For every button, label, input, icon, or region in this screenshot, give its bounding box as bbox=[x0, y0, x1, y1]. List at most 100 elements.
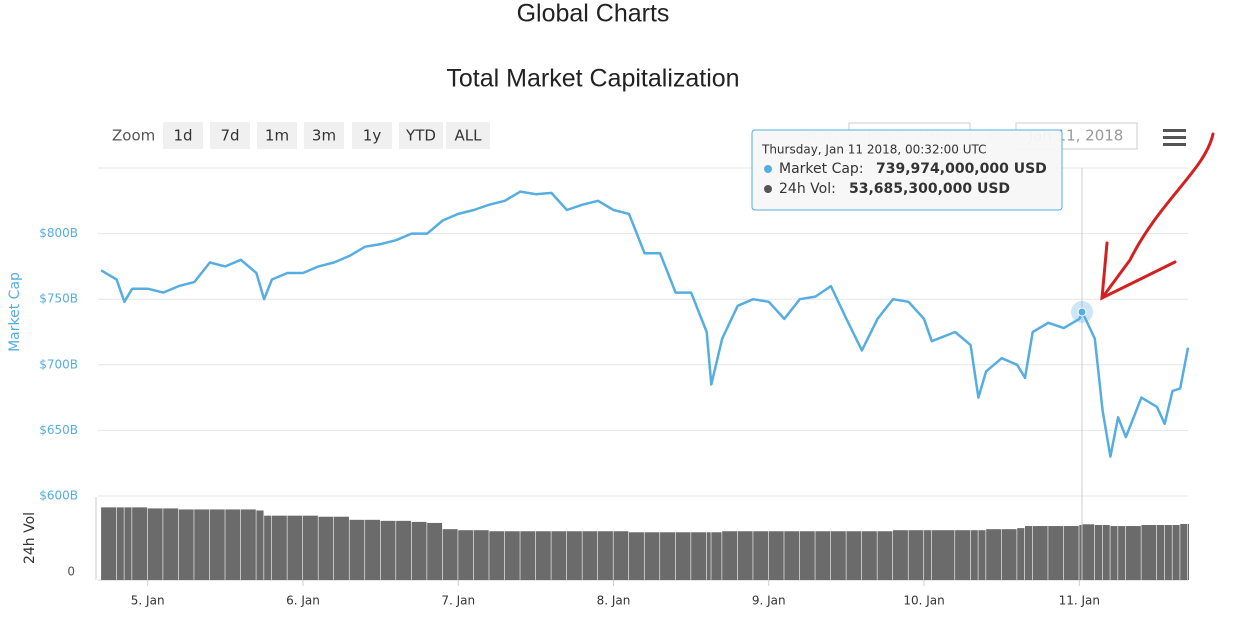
volume-bar bbox=[411, 521, 427, 580]
y-tick-label: $600B bbox=[39, 489, 78, 503]
volume-bar bbox=[101, 507, 117, 580]
volume-bar bbox=[737, 531, 753, 580]
tooltip-dot bbox=[764, 185, 772, 193]
zoom-button[interactable]: 1m bbox=[257, 122, 297, 149]
tooltip-title: Thursday, Jan 11 2018, 00:32:00 UTC bbox=[761, 143, 987, 157]
volume-bar bbox=[124, 507, 132, 580]
volume-bar bbox=[240, 509, 256, 580]
chart-title: Total Market Capitalization bbox=[446, 65, 739, 93]
volume-bar bbox=[722, 531, 738, 580]
volume-bar bbox=[520, 531, 536, 580]
plot: $600B $650B $700B $750B $800B 0 Market Cap 24h … bbox=[7, 167, 1190, 608]
volume-bar bbox=[535, 531, 551, 580]
volume-bar bbox=[256, 510, 264, 580]
volume-bar bbox=[1118, 526, 1126, 580]
x-tick-label: 9. Jan bbox=[752, 594, 786, 608]
volume-bar bbox=[1082, 524, 1095, 580]
zoom-label: Zoom bbox=[112, 127, 155, 145]
volume-bar bbox=[271, 515, 287, 580]
volume-bar bbox=[566, 531, 582, 580]
volume-bar bbox=[815, 531, 831, 580]
volume-bar bbox=[613, 531, 629, 580]
x-tick-label: 6. Jan bbox=[286, 594, 320, 608]
volume-bar bbox=[924, 530, 932, 580]
button-label: 1d bbox=[173, 127, 192, 145]
volume-bar bbox=[830, 531, 846, 580]
y-tick-label: $800B bbox=[39, 226, 78, 240]
volume-bar bbox=[427, 522, 443, 580]
volume-bar bbox=[1079, 525, 1082, 580]
volume-bar bbox=[163, 508, 179, 580]
volume-bar bbox=[334, 516, 349, 580]
button-bg bbox=[304, 122, 344, 149]
volume-bar bbox=[1180, 523, 1188, 580]
y-tick-label: $750B bbox=[39, 292, 78, 306]
volume-bar bbox=[597, 531, 613, 580]
button-bg bbox=[257, 122, 297, 149]
volume-bar bbox=[861, 531, 877, 580]
x-tick-label: 11. Jan bbox=[1059, 594, 1100, 608]
menu-button[interactable] bbox=[1163, 129, 1186, 146]
x-tick-label: 10. Jan bbox=[903, 594, 944, 608]
volume-bar bbox=[349, 519, 365, 580]
y2-axis-title: 24h Vol bbox=[22, 512, 38, 564]
volume-bar bbox=[892, 530, 908, 580]
volume-bar bbox=[799, 531, 815, 580]
x-tick-label: 5. Jan bbox=[131, 594, 165, 608]
tooltip-value: 53,685,300,000 USD bbox=[849, 181, 1010, 197]
volume-bar bbox=[147, 508, 163, 580]
x-tick-label: 7. Jan bbox=[441, 594, 475, 608]
volume-bar bbox=[1156, 525, 1165, 580]
zoom-button[interactable]: 7d bbox=[210, 122, 250, 149]
button-bg bbox=[163, 122, 203, 149]
volume-bar bbox=[644, 532, 660, 580]
volume-bar bbox=[931, 530, 955, 580]
volume-bar bbox=[396, 520, 412, 580]
zoom-button[interactable]: 1y bbox=[352, 122, 392, 149]
volume-bar bbox=[1102, 525, 1110, 580]
arrow-shaft bbox=[1100, 132, 1215, 300]
tooltip-dot bbox=[764, 165, 772, 173]
volume-bar bbox=[1063, 526, 1079, 580]
volume-bar bbox=[1125, 526, 1141, 580]
volume-bar bbox=[955, 530, 971, 580]
tooltip-label: 24h Vol: bbox=[779, 181, 836, 197]
volume-bar bbox=[768, 531, 784, 580]
volume-bar bbox=[675, 532, 691, 580]
volume-bar bbox=[442, 529, 458, 580]
zoom-button[interactable]: 1d bbox=[163, 122, 203, 149]
volume-bar bbox=[711, 532, 722, 580]
button-label: 1y bbox=[363, 127, 382, 145]
tooltip-label: Market Cap: bbox=[779, 161, 864, 177]
button-label: ALL bbox=[455, 127, 483, 145]
volume-bar bbox=[691, 532, 707, 580]
zoom-button[interactable]: YTD bbox=[399, 122, 443, 149]
volume-bar bbox=[287, 515, 303, 580]
y2-tick-label: 0 bbox=[67, 565, 75, 579]
y-tick-label: $650B bbox=[39, 423, 78, 437]
market-cap-line bbox=[100, 190, 1190, 458]
menu-bar bbox=[1163, 143, 1186, 146]
volume-bar bbox=[1024, 526, 1033, 580]
volume-bar bbox=[1032, 526, 1048, 580]
volume-bar bbox=[365, 519, 380, 580]
tooltip-box bbox=[751, 129, 1063, 211]
zoom-button[interactable]: ALL bbox=[446, 122, 490, 149]
button-bg bbox=[210, 122, 250, 149]
volume-bar bbox=[1172, 525, 1180, 580]
zoom-button[interactable]: 3m bbox=[304, 122, 344, 149]
page-title: Global Charts bbox=[517, 0, 670, 28]
volume-bar bbox=[1164, 525, 1172, 580]
button-label: YTD bbox=[405, 127, 436, 145]
volume-bar bbox=[1110, 526, 1118, 580]
volume-bar bbox=[178, 509, 194, 580]
volume-bar bbox=[970, 530, 978, 580]
volume-bar bbox=[784, 531, 800, 580]
y-axis-title: Market Cap bbox=[7, 272, 23, 352]
tooltip: Thursday, Jan 11 2018, 00:32:00 UTC Mark… bbox=[751, 129, 1063, 211]
volume-bar bbox=[489, 531, 505, 580]
volume-bar bbox=[194, 509, 210, 580]
x-tick-label: 8. Jan bbox=[597, 594, 631, 608]
volume-bar bbox=[846, 531, 862, 580]
